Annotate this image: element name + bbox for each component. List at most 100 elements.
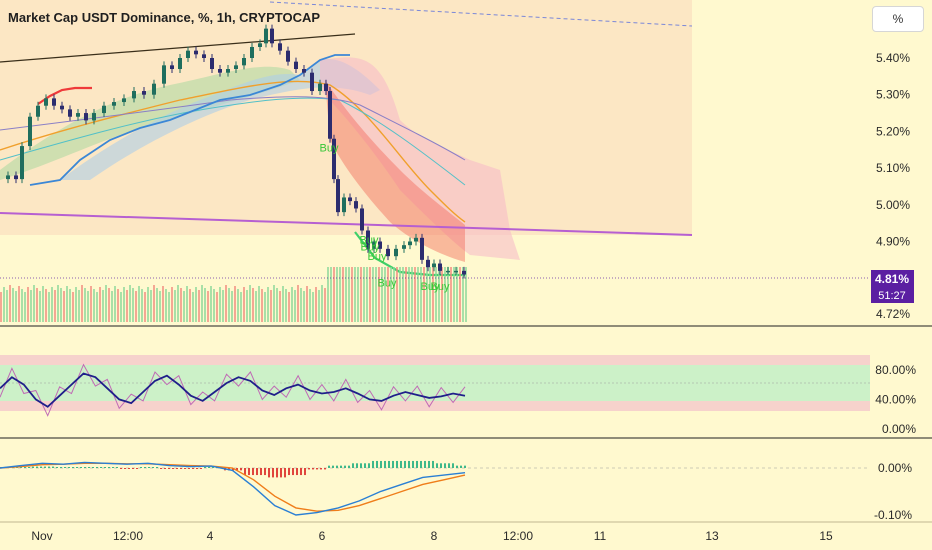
volume-bar — [294, 290, 296, 322]
time-axis[interactable]: Nov 12:00 4 6 8 12:00 11 13 15 — [31, 529, 833, 543]
macd-histogram-bar — [256, 468, 258, 476]
volume-bar — [306, 286, 308, 322]
macd-histogram-bar — [44, 466, 46, 468]
volume-bar — [0, 292, 2, 322]
price-axis[interactable]: 5.40% 5.30% 5.20% 5.10% 5.00% 4.90% 4.72% — [876, 51, 910, 321]
candle-body — [258, 43, 262, 47]
macd-histogram-bar — [372, 460, 374, 468]
volume-bar — [24, 292, 26, 322]
volume-bar — [171, 287, 173, 322]
stoch-rsi-lines — [0, 363, 466, 417]
candle-body — [264, 28, 268, 44]
macd-histogram-bar — [432, 460, 434, 468]
volume-bar — [45, 289, 47, 322]
volume-bar — [174, 290, 176, 322]
volume-bar — [354, 267, 356, 322]
macd-histogram-bar — [356, 463, 358, 468]
volume-bar — [60, 288, 62, 322]
macd-histogram-bar — [148, 467, 150, 468]
volume-bar — [12, 288, 14, 322]
volume-bar — [279, 291, 281, 322]
macd-histogram-bar — [120, 468, 122, 469]
volume-bar — [312, 292, 314, 322]
volume-bar — [186, 286, 188, 322]
volume-bar — [372, 267, 374, 322]
volume-bar — [180, 288, 182, 322]
time-tick-label: 8 — [431, 529, 438, 543]
macd-histogram-bar — [180, 468, 182, 469]
macd-histogram-bar — [436, 463, 438, 468]
macd-histogram-bar — [244, 468, 246, 476]
volume-bar — [345, 267, 347, 322]
candle-body — [342, 197, 346, 213]
candle-body — [402, 245, 406, 249]
macd-histogram-bar — [40, 466, 42, 468]
volume-bar — [285, 289, 287, 322]
volume-bar — [123, 287, 125, 322]
volume-bar — [213, 289, 215, 322]
volume-bar — [243, 287, 245, 322]
time-tick-label: 6 — [319, 529, 326, 543]
time-tick-label: 13 — [705, 529, 719, 543]
macd-histogram-bar — [400, 460, 402, 468]
volume-bar — [39, 291, 41, 322]
buy-signal-label: Buy — [361, 242, 380, 254]
volume-bar — [105, 285, 107, 322]
time-tick-label: 11 — [594, 529, 607, 543]
macd-histogram-bar — [36, 466, 38, 468]
macd-histogram-bar — [460, 465, 462, 468]
macd-axis: 0.00% -0.10% — [874, 461, 912, 522]
macd-histogram-bar — [96, 467, 98, 468]
candle-body — [360, 208, 364, 231]
volume-bar — [33, 285, 35, 322]
macd-histogram-bar — [136, 468, 138, 469]
macd-histogram-bar — [264, 468, 266, 476]
candle-body — [210, 58, 214, 70]
volume-bar — [72, 292, 74, 322]
macd-histogram-bar — [24, 467, 26, 468]
volume-bar — [63, 291, 65, 322]
volume-bar — [429, 267, 431, 322]
candle-body — [92, 113, 96, 121]
unit-toggle-button[interactable]: % — [872, 6, 924, 32]
candle-body — [372, 241, 376, 249]
macd-histogram-bar — [296, 468, 298, 476]
macd-histogram-bar — [172, 468, 174, 469]
volume-bar — [189, 289, 191, 322]
macd-histogram-bar — [312, 468, 314, 470]
volume-bar — [282, 286, 284, 322]
volume-bar — [147, 287, 149, 322]
macd-histogram-bar — [184, 468, 186, 469]
volume-bar — [252, 288, 254, 322]
macd-histogram-bar — [124, 468, 126, 469]
macd-histogram-bar — [292, 468, 294, 476]
price-tick-label: 5.30% — [876, 88, 910, 102]
volume-bar — [390, 267, 392, 322]
macd-histogram-bar — [368, 463, 370, 468]
volume-bar — [441, 267, 443, 322]
macd-histogram-bar — [100, 467, 102, 468]
macd-histogram-bar — [328, 465, 330, 468]
volume-bar — [165, 289, 167, 322]
macd-histogram-bar — [316, 468, 318, 470]
volume-bar — [336, 267, 338, 322]
macd-histogram-bar — [232, 468, 234, 471]
volume-bar — [465, 267, 467, 322]
volume-bar — [18, 286, 20, 322]
macd-histogram-bar — [272, 468, 274, 478]
countdown-badge — [871, 287, 914, 303]
volume-bar — [54, 290, 56, 322]
macd-histogram-bar — [428, 460, 430, 468]
volume-bar — [219, 287, 221, 322]
volume-bar — [456, 267, 458, 322]
volume-bar — [225, 285, 227, 322]
volume-bar — [144, 292, 146, 322]
macd-histogram-bar — [212, 467, 214, 468]
macd-histogram-bar — [396, 460, 398, 468]
volume-bar — [330, 267, 332, 322]
volume-bar — [48, 292, 50, 322]
macd-histogram-bar — [60, 467, 62, 468]
candle-body — [250, 46, 254, 58]
volume-bar — [267, 287, 269, 322]
